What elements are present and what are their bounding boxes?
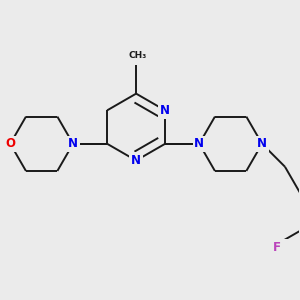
Text: N: N <box>257 137 267 150</box>
Text: N: N <box>131 154 141 167</box>
Text: N: N <box>68 137 78 150</box>
Text: O: O <box>5 137 15 150</box>
Text: N: N <box>68 137 78 150</box>
Text: N: N <box>194 137 204 150</box>
Text: N: N <box>160 104 170 117</box>
Text: N: N <box>194 137 204 150</box>
Text: F: F <box>273 241 281 254</box>
Text: CH₃: CH₃ <box>128 51 146 60</box>
